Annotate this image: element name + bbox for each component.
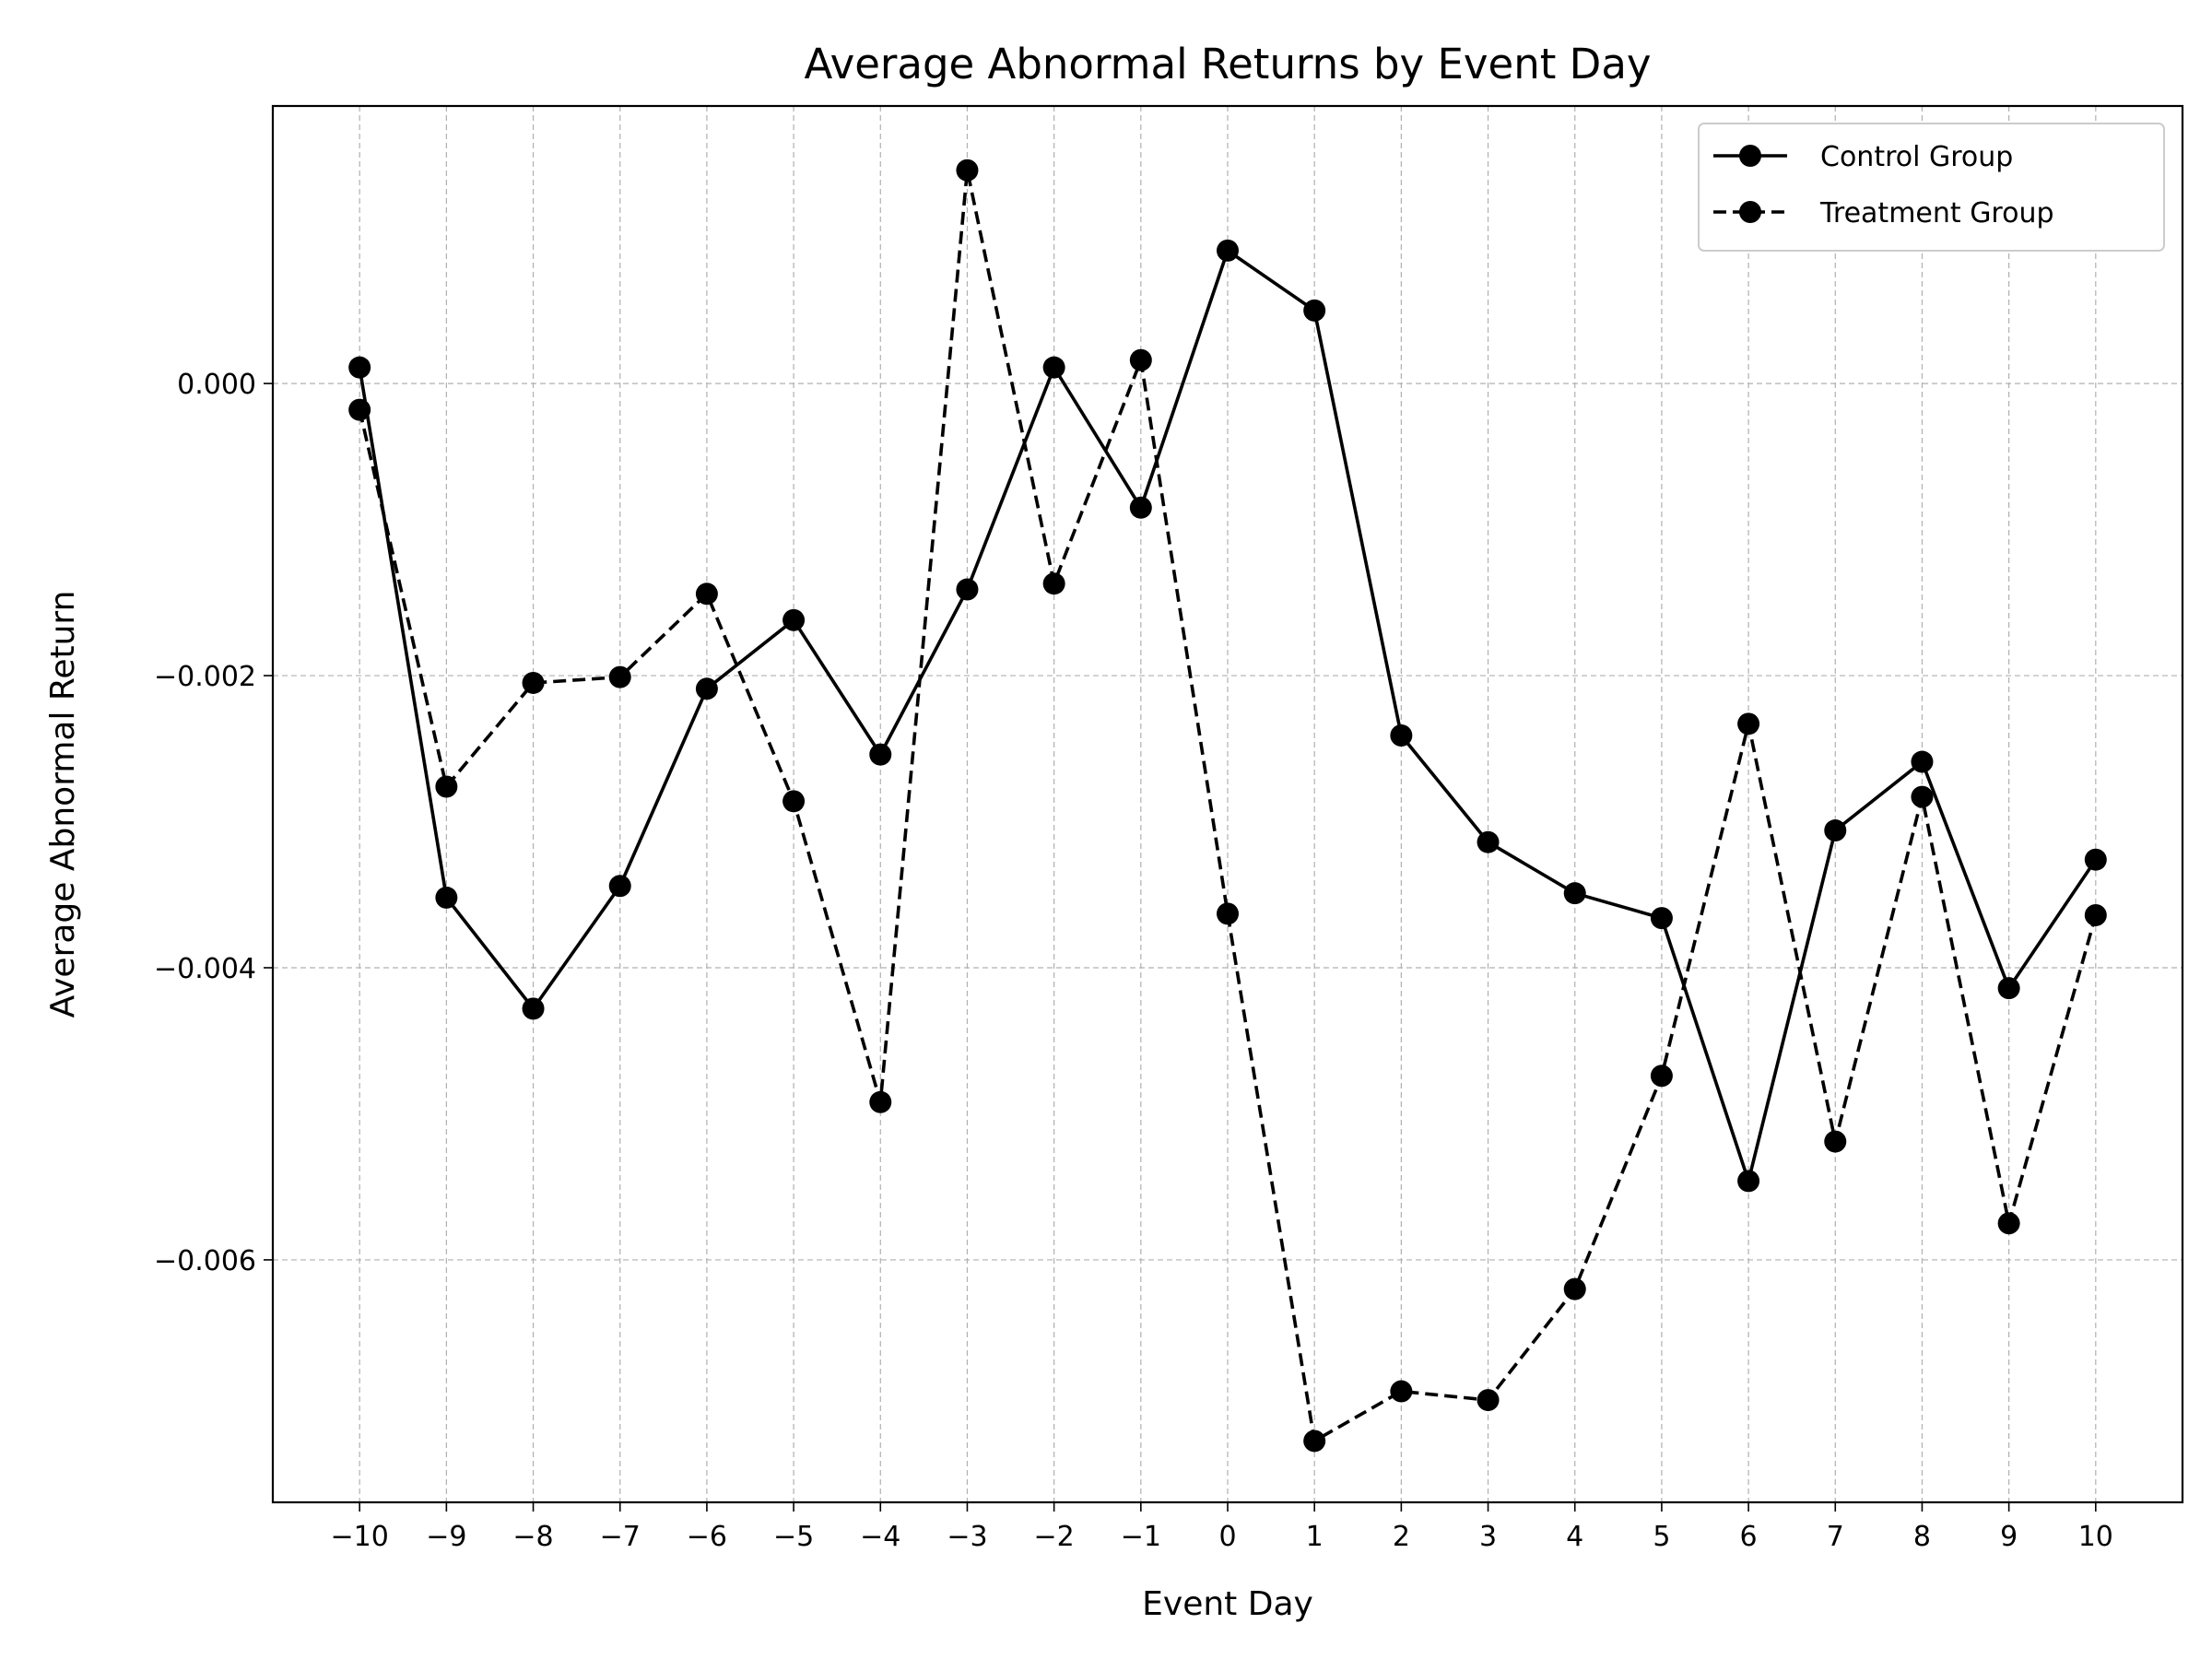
data-point-control-group [1824, 819, 1847, 842]
data-point-control-group [869, 743, 892, 766]
x-tick-label: −1 [1121, 1521, 1161, 1553]
y-tick-label: 0.000 [177, 369, 256, 401]
data-point-control-group [1217, 239, 1239, 262]
legend-marker-control-group [1739, 145, 1761, 167]
legend-label-control-group: Control Group [1820, 141, 2013, 173]
x-tick-label: 5 [1653, 1521, 1670, 1553]
x-tick-label: 4 [1566, 1521, 1583, 1553]
data-point-treatment-group [1650, 1065, 1673, 1088]
data-point-treatment-group [1824, 1130, 1847, 1153]
data-point-treatment-group [1042, 572, 1065, 595]
data-point-control-group [1303, 299, 1326, 322]
data-point-control-group [782, 608, 806, 631]
series-treatment-group [348, 159, 2107, 1453]
data-point-control-group [1650, 907, 1673, 930]
axis-ticks: −10 −9 −8 −7 −6 −5 −4 −3 −2 −1 0 1 2 3 4 5 6 7 8 9 100.000−0… [154, 369, 2113, 1553]
data-point-control-group [1390, 724, 1413, 747]
legend-item-control-group: Control Group [1713, 141, 2013, 173]
data-point-control-group [1911, 750, 1934, 773]
data-point-control-group [1737, 1170, 1760, 1193]
data-point-control-group [2084, 848, 2107, 871]
x-tick-label: 1 [1306, 1521, 1324, 1553]
data-point-treatment-group [2084, 903, 2107, 926]
x-tick-label: 2 [1393, 1521, 1410, 1553]
x-tick-label: −2 [1034, 1521, 1075, 1553]
data-point-treatment-group [435, 775, 458, 798]
data-point-treatment-group [1390, 1380, 1413, 1403]
data-point-control-group [522, 997, 545, 1020]
data-point-control-group [608, 875, 631, 898]
legend: Control Group Treatment Group [1698, 123, 2165, 252]
data-point-treatment-group [956, 159, 979, 182]
x-tick-label: 0 [1218, 1521, 1236, 1553]
x-tick-label: 3 [1479, 1521, 1497, 1553]
data-point-treatment-group [1563, 1277, 1586, 1300]
data-point-control-group [1129, 496, 1152, 519]
data-point-treatment-group [782, 790, 806, 813]
legend-marker-treatment-group [1739, 201, 1761, 223]
data-point-treatment-group [348, 398, 371, 421]
data-point-treatment-group [1737, 712, 1760, 735]
chart-title: Average Abnormal Returns by Event Day [804, 40, 1651, 88]
data-point-treatment-group [1129, 348, 1152, 371]
data-series [348, 159, 2107, 1453]
x-tick-label: −3 [947, 1521, 987, 1553]
data-point-control-group [1563, 882, 1586, 905]
data-point-treatment-group [522, 671, 545, 694]
y-tick-label: −0.002 [154, 661, 256, 693]
x-tick-label: −8 [512, 1521, 553, 1553]
data-point-treatment-group [1997, 1212, 2020, 1235]
data-point-control-group [695, 677, 718, 700]
x-tick-label: −10 [331, 1521, 389, 1553]
x-tick-label: −5 [773, 1521, 814, 1553]
x-tick-label: −4 [860, 1521, 900, 1553]
x-tick-label: −6 [687, 1521, 727, 1553]
legend-label-treatment-group: Treatment Group [1819, 197, 2054, 229]
data-point-control-group [1042, 356, 1065, 379]
grid-lines [273, 106, 2183, 1502]
x-tick-label: 9 [2000, 1521, 2018, 1553]
data-point-treatment-group [1477, 1389, 1500, 1412]
x-axis-label: Event Day [1142, 1585, 1313, 1623]
x-tick-label: 8 [1913, 1521, 1931, 1553]
y-tick-label: −0.004 [154, 953, 256, 985]
data-point-treatment-group [1303, 1430, 1326, 1453]
data-point-control-group [348, 356, 371, 379]
x-tick-label: 7 [1827, 1521, 1844, 1553]
x-tick-label: −7 [600, 1521, 641, 1553]
series-control-group [348, 239, 2107, 1193]
data-point-control-group [435, 886, 458, 909]
legend-item-treatment-group: Treatment Group [1713, 197, 2054, 229]
data-point-control-group [1997, 977, 2020, 1000]
data-point-treatment-group [869, 1090, 892, 1113]
data-point-control-group [956, 578, 979, 601]
x-tick-label: −9 [426, 1521, 466, 1553]
data-point-treatment-group [608, 665, 631, 688]
data-point-treatment-group [695, 582, 718, 606]
data-point-treatment-group [1911, 785, 1934, 808]
data-point-treatment-group [1217, 902, 1239, 925]
x-tick-label: 6 [1740, 1521, 1758, 1553]
series-line-treatment-group [358, 168, 2098, 1443]
x-tick-label: 10 [2078, 1521, 2113, 1553]
y-tick-label: −0.006 [154, 1245, 256, 1277]
data-point-control-group [1477, 830, 1500, 853]
legend-frame [1698, 123, 2165, 252]
y-axis-label: Average Abnormal Return [44, 591, 82, 1018]
